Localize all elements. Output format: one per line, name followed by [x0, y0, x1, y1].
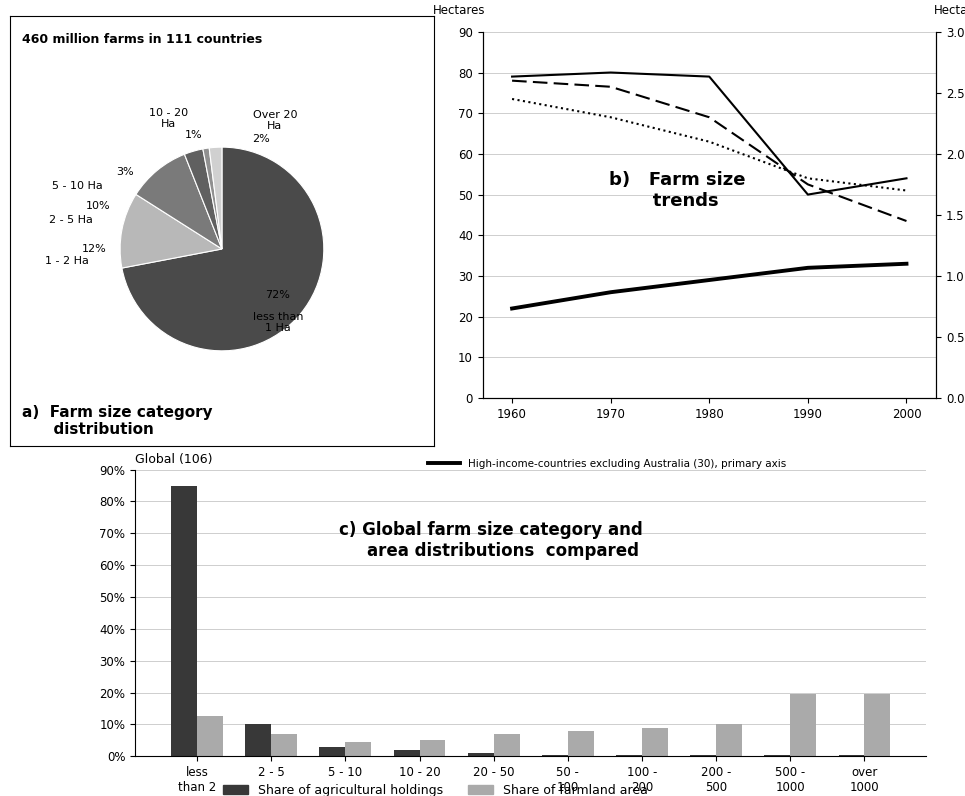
Text: 1%: 1%: [184, 130, 203, 140]
Text: a)  Farm size category
      distribution: a) Farm size category distribution: [22, 404, 213, 437]
Text: 2%: 2%: [252, 134, 269, 144]
Wedge shape: [184, 149, 222, 249]
Text: Over 20
Ha: Over 20 Ha: [253, 110, 297, 131]
Text: 460 million farms in 111 countries: 460 million farms in 111 countries: [22, 33, 262, 46]
Bar: [494, 734, 519, 756]
Bar: [420, 740, 446, 756]
Text: c) Global farm size category and
    area distributions  compared: c) Global farm size category and area di…: [340, 521, 643, 560]
Text: 12%: 12%: [82, 244, 107, 254]
Text: 1 - 2 Ha: 1 - 2 Ha: [45, 256, 89, 266]
Bar: [764, 755, 790, 756]
Legend: High-income-countries excluding Australia (30), primary axis, Latin America and : High-income-countries excluding Australi…: [425, 455, 790, 518]
Text: Global (106): Global (106): [135, 453, 212, 466]
Bar: [790, 694, 816, 756]
Text: 10%: 10%: [85, 201, 110, 211]
Text: 72%: 72%: [265, 290, 290, 300]
Bar: [839, 755, 865, 756]
Bar: [542, 755, 567, 756]
Wedge shape: [209, 147, 222, 249]
Bar: [865, 694, 891, 756]
Text: 10 - 20
Ha: 10 - 20 Ha: [150, 107, 188, 130]
Wedge shape: [120, 194, 222, 268]
Bar: [171, 486, 197, 756]
Bar: [616, 755, 642, 756]
Bar: [642, 728, 668, 756]
Text: b)   Farm size
       trends: b) Farm size trends: [610, 171, 746, 210]
Text: less than
1 Ha: less than 1 Ha: [253, 311, 303, 334]
Bar: [394, 750, 420, 756]
Text: 2 - 5 Ha: 2 - 5 Ha: [49, 216, 94, 225]
Bar: [716, 724, 742, 756]
Wedge shape: [203, 148, 222, 249]
Text: Hectares: Hectares: [432, 4, 485, 18]
Bar: [245, 724, 271, 756]
Wedge shape: [122, 147, 324, 351]
Text: Hectares: Hectares: [933, 4, 965, 18]
Bar: [319, 747, 345, 756]
Bar: [271, 734, 297, 756]
Text: 5 - 10 Ha: 5 - 10 Ha: [52, 181, 102, 191]
Wedge shape: [136, 154, 222, 249]
Legend: Share of agricultural holdings, Share of farmland area: Share of agricultural holdings, Share of…: [218, 778, 653, 796]
Bar: [567, 731, 593, 756]
Bar: [345, 742, 372, 756]
Bar: [468, 753, 494, 756]
Text: 3%: 3%: [117, 166, 134, 177]
Bar: [197, 716, 223, 756]
Bar: [690, 755, 716, 756]
